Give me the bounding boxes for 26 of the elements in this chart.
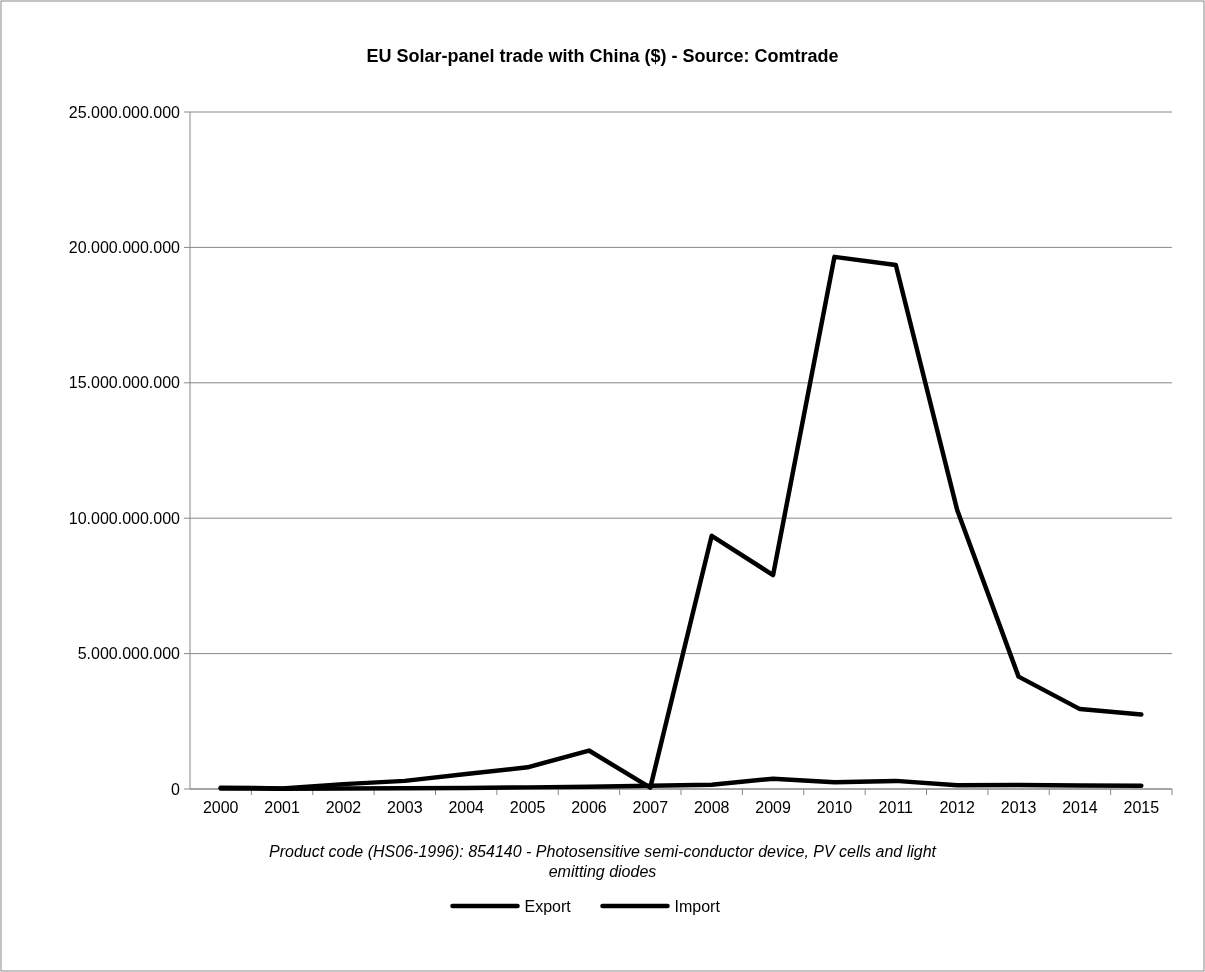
x-tick-label: 2009: [755, 799, 791, 816]
x-tick-label: 2012: [939, 799, 976, 816]
y-tick-label: 20.000.000.000: [68, 239, 181, 256]
x-tick-label: 2001: [264, 799, 300, 816]
x-tick-label: 2008: [693, 799, 730, 816]
x-tick-label: 2015: [1123, 799, 1160, 816]
y-tick-label: 5.000.000.000: [77, 645, 181, 663]
y-tick-label: 10.000.000.000: [68, 509, 181, 527]
legend-label: Import: [674, 897, 721, 915]
x-tick-label: 2004: [448, 799, 485, 816]
x-tick-label: 2000: [202, 799, 239, 816]
x-tick-label: 2014: [1062, 799, 1098, 816]
x-tick-label: 2006: [571, 799, 607, 816]
chart-title: EU Solar-panel trade with China ($) - Source: Comtrade: [366, 46, 839, 66]
y-tick-label: 15.000.000.000: [68, 374, 181, 392]
x-tick-label: 2010: [816, 799, 853, 816]
y-tick-label: 0: [171, 780, 181, 798]
x-tick-label: 2002: [325, 799, 362, 816]
x-tick-label: 2003: [387, 799, 423, 816]
x-tick-label: 2013: [1000, 799, 1037, 816]
x-tick-label: 2005: [509, 799, 546, 816]
x-axis-title: Product code (HS06-1996): 854140 - Photosensitive semi-conductor device, PV cells and light emitting diodes: [268, 843, 937, 880]
y-tick-label: 25.000.000.000: [68, 103, 181, 121]
legend-label: Export: [524, 897, 572, 915]
x-tick-label: 2007: [632, 799, 669, 816]
x-tick-label: 2011: [878, 799, 914, 816]
